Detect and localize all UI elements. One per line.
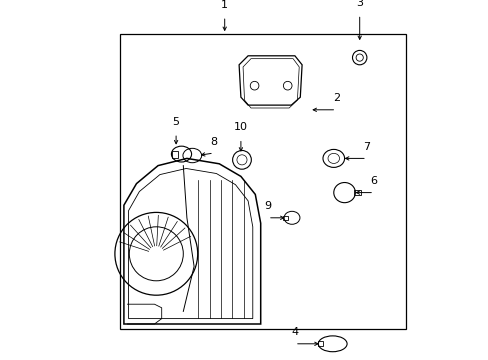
Bar <box>354 190 360 195</box>
Text: 3: 3 <box>355 0 363 8</box>
Text: 9: 9 <box>264 201 271 211</box>
Text: 10: 10 <box>233 122 247 132</box>
Text: 7: 7 <box>363 142 370 152</box>
Bar <box>283 216 287 220</box>
Text: 4: 4 <box>291 327 298 337</box>
Text: 2: 2 <box>332 93 339 103</box>
Bar <box>318 341 322 346</box>
Text: 5: 5 <box>172 117 179 127</box>
Bar <box>120 34 406 329</box>
Text: 6: 6 <box>370 176 377 186</box>
Text: 8: 8 <box>210 136 217 147</box>
Bar <box>172 151 178 158</box>
Text: 1: 1 <box>221 0 228 10</box>
